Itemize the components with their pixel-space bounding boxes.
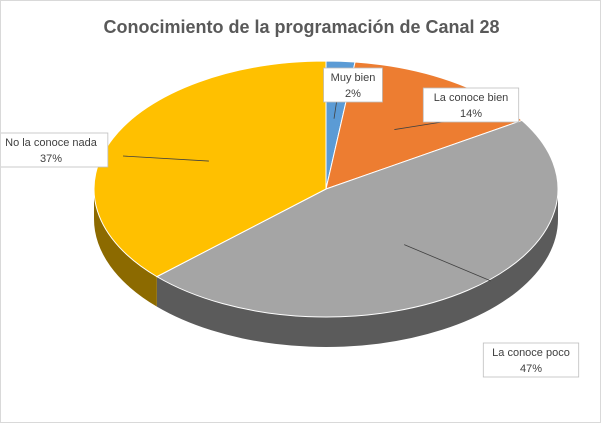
leader-line: [122, 155, 209, 162]
data-label-percent: 2%: [345, 88, 361, 100]
data-label-box: [482, 342, 580, 378]
data-label-category: La conoce bien: [434, 92, 509, 104]
data-label-box: [1, 132, 109, 168]
chart-title: Conocimiento de la programación de Canal…: [103, 17, 500, 37]
data-label-box: [323, 67, 383, 103]
data-label-category: La conoce poco: [492, 347, 570, 359]
data-label-category: No la conoce nada: [5, 137, 98, 149]
pie-slice-no-la-conoce-nada: [93, 60, 327, 278]
pie-side-la-conoce-poco: [156, 189, 558, 348]
data-label-percent: 14%: [460, 108, 482, 120]
data-label-box: [422, 87, 520, 123]
pie-side-walls: [94, 189, 558, 348]
data-label-category: Muy bien: [331, 72, 376, 84]
data-label-percent: 47%: [520, 363, 542, 375]
data-labels: Muy bien 2% La conoce bien 14% La conoce poc…: [1, 67, 580, 378]
pie-slice-la-conoce-poco: [155, 119, 559, 318]
pie-side-no-la-conoce-nada: [94, 189, 157, 307]
data-label-percent: 37%: [40, 153, 62, 165]
leader-line: [404, 244, 492, 282]
